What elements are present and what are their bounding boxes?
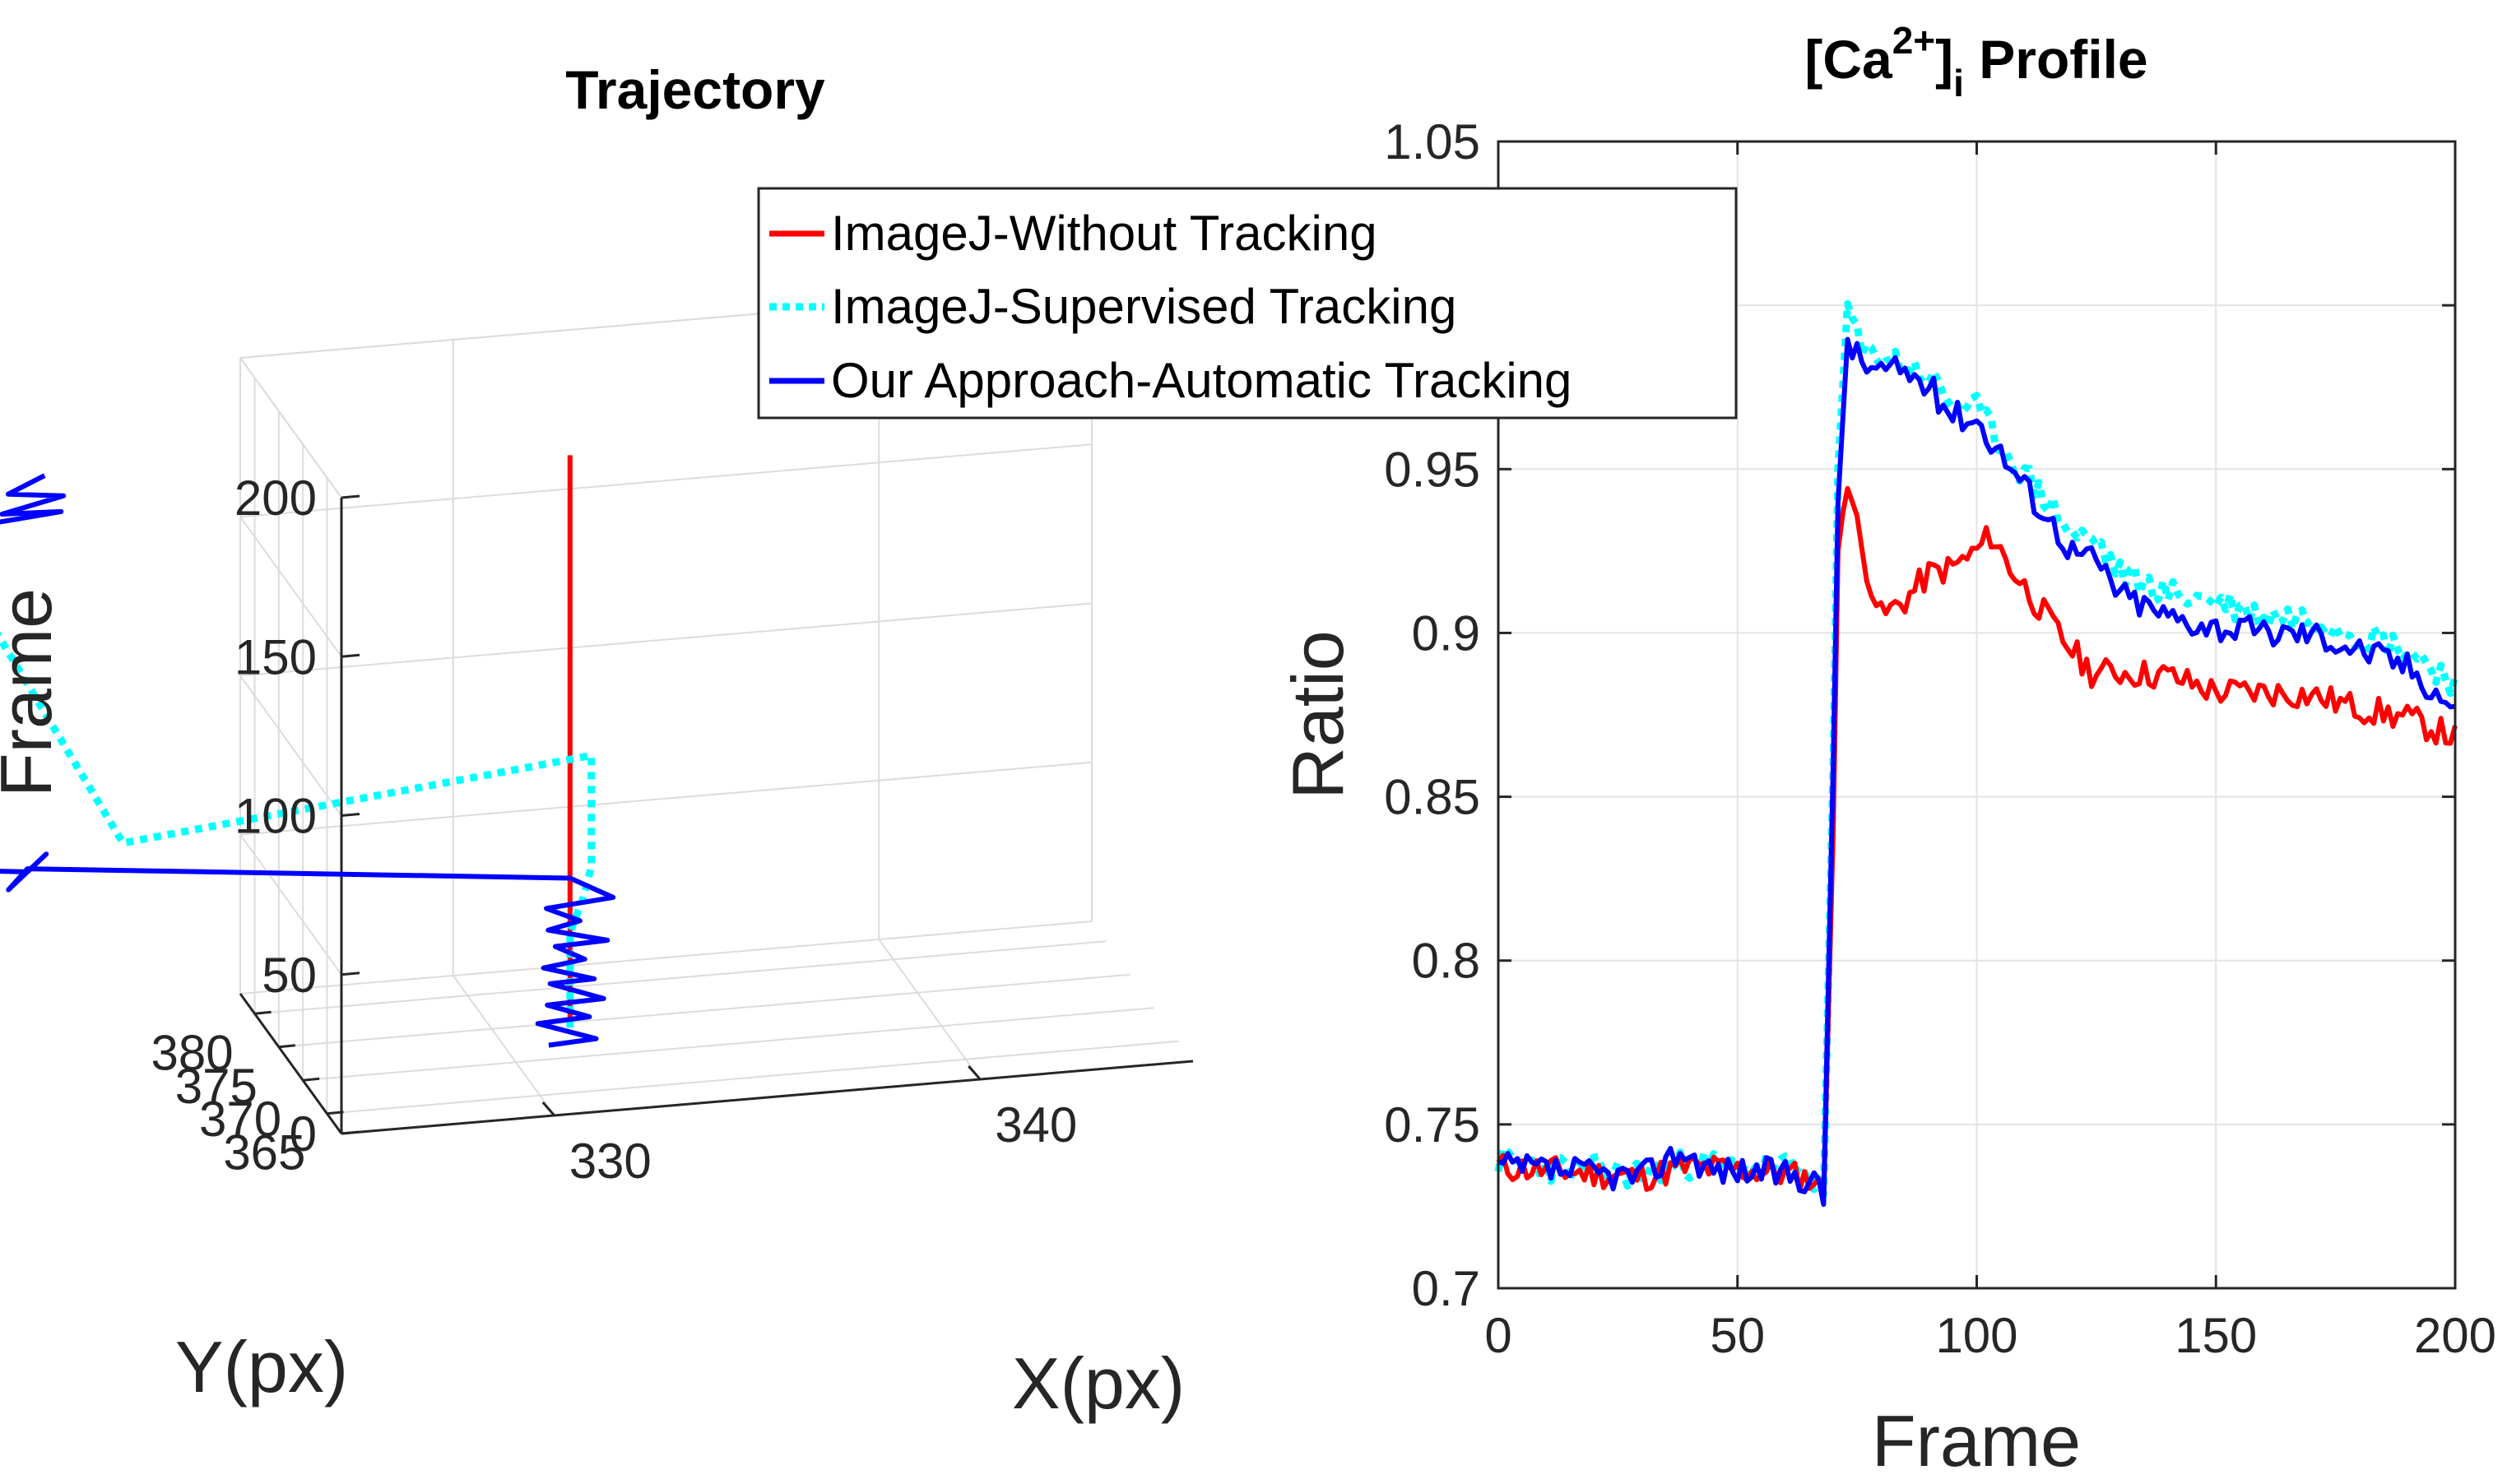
grid-line-x-floor <box>452 975 555 1116</box>
z-tick-mark <box>341 653 360 658</box>
y-tick-mark <box>327 1111 344 1115</box>
grid-line-x-floor <box>878 939 982 1080</box>
trajectory-z-axis-label: Frame <box>0 588 67 797</box>
profile-x-tick-label: 0 <box>1484 1308 1511 1363</box>
legend-label-supervised-tracking: ImageJ-Supervised Tracking <box>831 279 1456 334</box>
profile-x-tick-label: 200 <box>2414 1308 2496 1363</box>
profile-y-axis-label: Ratio <box>1277 630 1358 799</box>
y-tick-label: 375 <box>175 1059 258 1114</box>
profile-title-superscript: 2+ <box>1892 19 1935 62</box>
x-tick-label: 340 <box>995 1097 1077 1152</box>
profile-line-2 <box>1497 336 2456 1208</box>
profile-x-tick-label: 150 <box>2175 1308 2257 1363</box>
trajectory-y-axis-label: Y(px) <box>175 1326 348 1407</box>
grid-line-z-backwall <box>239 516 342 657</box>
x-tick-mark <box>968 1065 982 1080</box>
x-tick-mark <box>541 1101 555 1116</box>
trajectory-axes <box>239 494 1194 1135</box>
grid-line-z-sidewall <box>239 921 1093 995</box>
profile-lines <box>1494 299 2459 1208</box>
y-tick-label: 380 <box>151 1025 233 1080</box>
box-edge-top-left <box>239 357 342 499</box>
z-tick-label: 0 <box>290 1106 317 1162</box>
trajectory-x-axis-label: X(px) <box>1012 1343 1185 1424</box>
profile-y-tick-label: 0.85 <box>1384 770 1480 825</box>
grid-line-z-sidewall <box>239 761 1093 836</box>
z-tick-mark <box>341 813 360 817</box>
y-tick-mark <box>254 1010 272 1015</box>
y-tick-mark <box>278 1044 296 1049</box>
y-tick-label: 365 <box>223 1125 305 1180</box>
profile-y-tick-label: 0.75 <box>1384 1097 1480 1152</box>
profile-x-axis-label: Frame <box>1872 1400 2081 1482</box>
legend-box <box>757 187 1738 420</box>
profile-line-0 <box>1496 485 2458 1204</box>
profile-y-tick-label: 1.05 <box>1384 114 1480 169</box>
z-tick-label: 200 <box>234 471 317 526</box>
z-tick-label: 150 <box>234 629 317 684</box>
grid-line-z-sidewall <box>239 602 1093 677</box>
z-tick-mark <box>341 1130 360 1135</box>
trajectory-line-2 <box>0 473 616 1048</box>
grid-line-z-backwall <box>239 834 342 976</box>
x-tick-label: 330 <box>569 1134 652 1189</box>
profile-y-tick-label: 0.8 <box>1412 934 1480 989</box>
y-axis-line <box>239 993 343 1134</box>
grid-line-z-sidewall <box>239 443 1093 518</box>
grid-line-y-floor <box>254 940 1107 1015</box>
profile-y-tick-label: 0.7 <box>1412 1261 1480 1316</box>
profile-title: [Ca2+]i Profile <box>1804 19 2147 104</box>
trajectory-lines <box>0 455 616 1048</box>
grid-line-y-floor <box>327 1040 1179 1115</box>
y-tick-label: 370 <box>199 1092 281 1147</box>
profile-y-tick-label: 0.9 <box>1412 605 1480 661</box>
grid-line-y-floor <box>278 973 1130 1048</box>
legend-label-automatic-tracking: Our Approach-Automatic Tracking <box>831 353 1572 408</box>
profile-title-rest: Profile <box>1964 29 2148 90</box>
x-axis-line <box>341 1060 1194 1135</box>
y-tick-mark <box>302 1077 320 1082</box>
profile-title-subscript: i <box>1953 62 1964 104</box>
profile-title-bracket: ] <box>1935 29 1953 90</box>
profile-x-tick-label: 50 <box>1710 1308 1765 1363</box>
legend: ImageJ-Without Tracking ImageJ-Supervise… <box>757 187 1738 420</box>
grid-line-z-backwall <box>239 675 342 817</box>
z-tick-mark <box>341 972 360 976</box>
z-tick-label: 50 <box>262 948 317 1003</box>
legend-label-without-tracking: ImageJ-Without Tracking <box>831 206 1377 261</box>
grid-line-y-floor <box>303 1007 1155 1082</box>
profile-y-tick-label: 0.95 <box>1384 442 1480 497</box>
z-tick-label: 100 <box>234 789 317 844</box>
z-tick-mark <box>341 494 360 499</box>
profile-title-main: [Ca <box>1804 29 1893 90</box>
profile-x-tick-label: 100 <box>1935 1308 2017 1363</box>
trajectory-title: Trajectory <box>565 59 825 120</box>
